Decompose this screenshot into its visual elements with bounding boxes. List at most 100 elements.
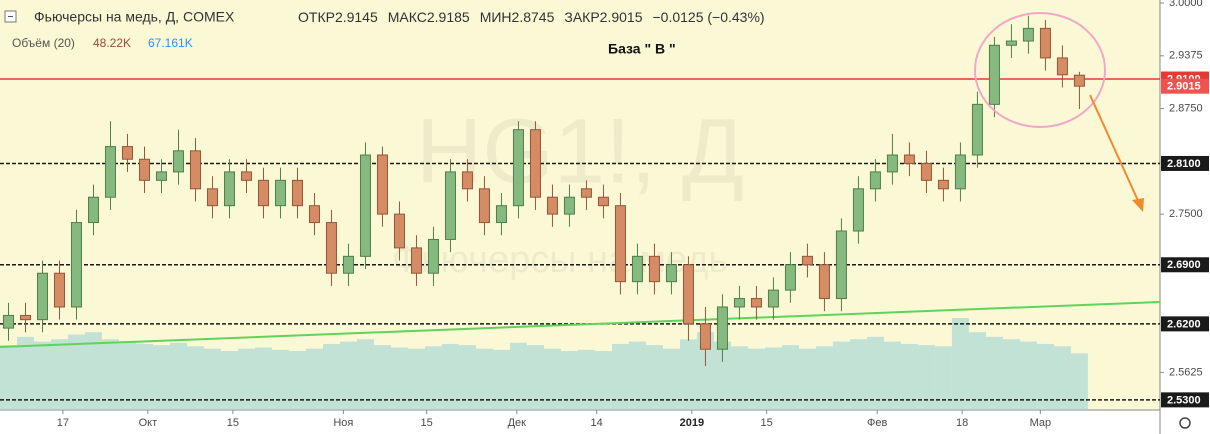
candle-body	[325, 222, 337, 274]
candle-body	[563, 196, 575, 215]
volume-bar	[475, 348, 493, 410]
volume-bar	[288, 351, 306, 410]
volume-bar	[220, 351, 238, 410]
price-change: −0.0125 (−0.43%)	[653, 9, 765, 25]
volume-bar	[1002, 339, 1020, 410]
time-axis-background	[0, 410, 1160, 434]
volume-bar	[356, 339, 374, 410]
candle-body	[461, 171, 473, 190]
volume-bar	[849, 339, 867, 410]
volume-bar	[696, 332, 714, 410]
x-tick-label: 17	[57, 417, 69, 429]
candle-body	[427, 238, 439, 274]
candle-body	[614, 205, 626, 283]
candle-body	[1073, 74, 1085, 87]
x-tick-label: Ноя	[333, 417, 353, 429]
price-label: 2.8100	[1167, 158, 1201, 170]
x-tick-label: Фев	[867, 417, 887, 429]
candle-body	[104, 146, 116, 198]
candle-body	[512, 129, 524, 207]
volume-bar	[815, 346, 833, 410]
candle-body	[138, 158, 150, 181]
volume-bar	[237, 348, 255, 410]
candle-body	[53, 272, 65, 308]
volume-bar	[441, 343, 459, 410]
candle-body	[937, 179, 949, 190]
candle-body	[529, 129, 541, 198]
volume-bar	[917, 345, 935, 410]
candle-body	[852, 188, 864, 232]
volume-bar	[33, 341, 51, 410]
candle-body	[648, 255, 660, 283]
x-tick-label: 15	[761, 417, 773, 429]
axes-layer: 3.00002.93752.87502.75002.56252.91002.81…	[57, 0, 1209, 429]
volume-bar	[594, 351, 612, 410]
candle-body	[784, 264, 796, 291]
volume-bar	[883, 341, 901, 410]
price-label: 2.5300	[1167, 394, 1201, 406]
candle-body	[2, 314, 14, 329]
x-tick-label: 2019	[680, 417, 704, 429]
candle-body	[478, 188, 490, 224]
candle-body	[801, 255, 813, 266]
candle-body	[835, 230, 847, 300]
watermark: HG1!, Д Фьючерсы на медь	[392, 100, 744, 281]
volume-bar	[305, 348, 323, 410]
price-label: 2.9015	[1167, 81, 1201, 93]
candle-body	[444, 171, 456, 240]
candle-body	[376, 154, 388, 215]
ohlc-label: МАКС	[388, 9, 427, 25]
price-label-box	[1161, 155, 1209, 171]
candle-body	[1056, 57, 1068, 76]
x-tick-label: 15	[227, 417, 239, 429]
candle-body	[920, 162, 932, 181]
volume-bar	[458, 345, 476, 410]
ohlc-header: ОТКР2.9145 МАКС2.9185 МИН2.8745 ЗАКР2.9015−…	[298, 9, 765, 25]
candle-body	[155, 171, 167, 181]
candle-body	[172, 150, 184, 173]
volume-bar	[50, 339, 68, 410]
volume-bar	[747, 348, 765, 410]
ohlc-label: ОТКР	[298, 9, 335, 25]
candles-layer	[2, 15, 1085, 367]
price-label-box	[1161, 316, 1209, 332]
volume-bar	[764, 347, 782, 410]
volume-bar	[560, 351, 578, 410]
volume-bar	[1053, 346, 1071, 410]
candle-body	[750, 298, 762, 308]
volume-bar	[645, 345, 663, 410]
x-tick-label: Мар	[1030, 417, 1052, 429]
settings-icon[interactable]	[1179, 417, 1191, 429]
candle-body	[903, 154, 915, 164]
volume-bar	[271, 349, 289, 410]
candle-body	[869, 171, 881, 190]
volume-bar	[934, 346, 952, 410]
volume-bar	[169, 342, 187, 410]
candle-body	[87, 196, 99, 224]
ohlc-value: 2.9145	[335, 9, 378, 25]
volume-bar	[16, 336, 34, 410]
volume-bar	[713, 341, 731, 410]
candle-body	[393, 213, 405, 249]
candle-body	[733, 298, 745, 308]
volume-bar	[84, 332, 102, 410]
volume-bar	[798, 348, 816, 410]
candle-body	[308, 205, 320, 224]
arrow-head	[1132, 198, 1144, 212]
candle-body	[767, 289, 779, 308]
ohlc-label: МИН	[480, 9, 512, 25]
volume-bar	[832, 341, 850, 410]
candle-body	[699, 323, 711, 350]
candle-body	[342, 255, 354, 274]
volume-ma: 67.161K	[148, 36, 193, 50]
candle-body	[206, 188, 218, 207]
volume-bar	[611, 343, 629, 410]
candle-body	[257, 179, 269, 207]
candle-body	[223, 171, 235, 207]
chart-title: Фьючерсы на медь, Д, COMEX	[34, 9, 235, 25]
candle-body	[1022, 27, 1034, 42]
ohlc-value: 2.8745	[512, 9, 555, 25]
volume-bar	[186, 346, 204, 410]
volume-bar	[118, 341, 136, 410]
